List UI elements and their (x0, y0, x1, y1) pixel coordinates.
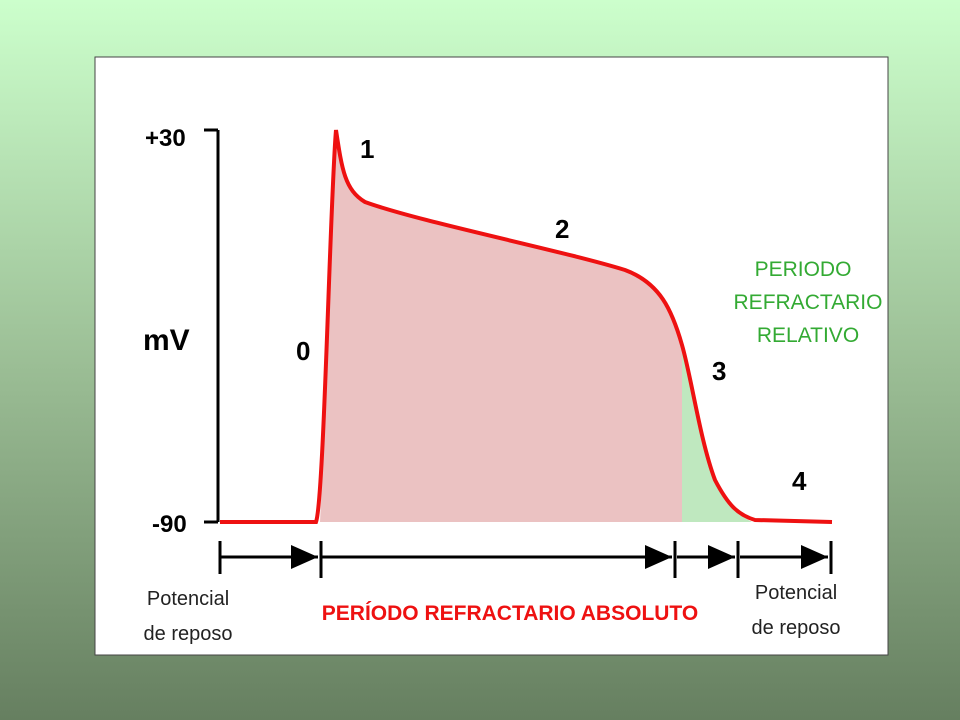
resting-label: de reposo (752, 617, 841, 639)
phase-label: 0 (296, 336, 310, 366)
absolute-period-area (320, 130, 682, 522)
resting-label: Potencial (147, 588, 229, 610)
phase-label: 1 (360, 134, 374, 164)
relative-period-label: REFRACTARIO (734, 291, 883, 314)
axis-top-label: +30 (145, 125, 186, 152)
phase-label: 2 (555, 214, 569, 244)
axis-unit: mV (143, 324, 190, 357)
phase-label: 3 (712, 356, 726, 386)
resting-label: Potencial (755, 582, 837, 604)
timeline (218, 541, 833, 578)
relative-period-label: PERIODO (755, 258, 852, 281)
relative-period-area (682, 345, 752, 522)
action-potential-curve (220, 129, 833, 524)
axis-bottom-label: -90 (152, 511, 187, 538)
resting-label: de reposo (144, 623, 233, 645)
phase-label: 4 (792, 466, 807, 496)
absolute-period-label: PERÍODO REFRACTARIO ABSOLUTO (322, 602, 698, 625)
relative-period-label: RELATIVO (757, 324, 859, 347)
